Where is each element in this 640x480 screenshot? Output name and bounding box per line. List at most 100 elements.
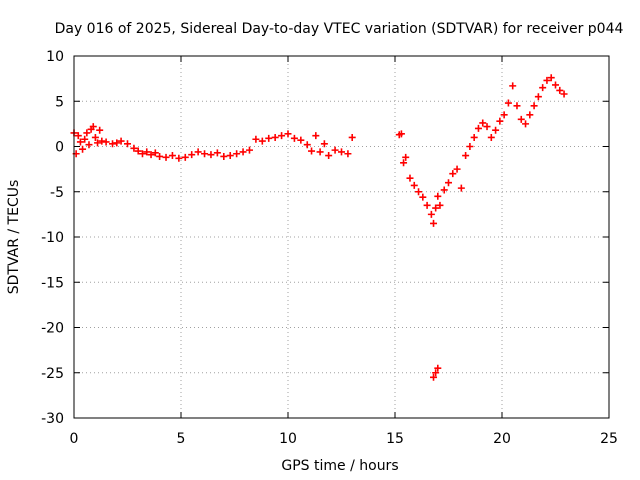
data-point (427, 210, 435, 218)
data-point (402, 153, 410, 161)
x-axis-label: GPS time / hours (281, 458, 398, 474)
data-point (331, 146, 339, 154)
x-tick-label: 0 (70, 431, 79, 447)
data-point (436, 201, 444, 209)
data-point (233, 150, 241, 158)
data-point (430, 219, 438, 227)
data-point (445, 179, 452, 187)
data-point (96, 126, 104, 134)
data-point (168, 152, 176, 160)
data-point (462, 152, 470, 160)
data-point (517, 115, 525, 123)
data-point (419, 193, 427, 201)
data-point (348, 133, 356, 141)
data-point (552, 81, 559, 89)
data-point (509, 82, 517, 90)
data-point (181, 153, 189, 161)
chart-title: Day 016 of 2025, Sidereal Day-to-day VTE… (55, 21, 624, 37)
data-point (432, 369, 440, 377)
tick-labels: 0 5 10 15 20 25 10 5 0 -5 -10 -15 -20 -25 -30 (41, 49, 618, 447)
data-point (83, 129, 91, 137)
plot-frame (73, 55, 610, 419)
data-point (258, 137, 266, 145)
y-tick-label: -10 (41, 230, 64, 246)
data-point (397, 130, 405, 138)
data-point (220, 152, 228, 160)
y-tick-label: -25 (41, 366, 64, 382)
data-point (76, 138, 84, 146)
data-point (134, 147, 142, 155)
y-axis-label: SDTVAR / TECUs (6, 180, 22, 295)
data-point (325, 152, 333, 160)
data-point (432, 204, 440, 212)
data-point (500, 111, 508, 119)
data-point (175, 154, 183, 162)
data-point (245, 146, 253, 154)
data-point (466, 143, 474, 150)
data-point (496, 117, 504, 125)
data-point (539, 84, 547, 92)
data-point (513, 102, 521, 110)
data-point (547, 74, 555, 82)
data-point (297, 136, 305, 144)
data-point (504, 99, 512, 107)
data-point (308, 147, 316, 155)
data-point (284, 130, 292, 138)
data-point (415, 188, 423, 196)
y-tick-label: -15 (41, 275, 64, 291)
data-point (147, 151, 155, 159)
data-point (474, 124, 482, 132)
x-tick-label: 5 (177, 431, 186, 447)
data-point (81, 135, 89, 143)
data-point (338, 148, 345, 156)
data-point (483, 123, 491, 131)
data-point (162, 153, 170, 161)
y-tick-label: 5 (55, 94, 64, 110)
data-point (113, 139, 121, 147)
data-point (91, 133, 99, 141)
data-point (440, 186, 448, 194)
data-point (226, 152, 234, 160)
data-point (94, 139, 102, 147)
x-tick-label: 20 (493, 431, 511, 447)
data-point (453, 165, 461, 173)
data-point (492, 126, 500, 134)
data-point (556, 86, 564, 94)
data-point (117, 137, 125, 145)
data-point (543, 76, 551, 84)
x-tick-label: 15 (386, 431, 404, 447)
data-point (271, 133, 279, 141)
data-point (434, 364, 442, 372)
data-point (316, 148, 324, 156)
data-point (400, 159, 408, 167)
y-tick-label: -30 (41, 411, 64, 427)
data-point (85, 141, 93, 149)
data-point (522, 120, 530, 128)
data-point (487, 133, 495, 141)
data-point (344, 150, 352, 158)
data-point (406, 174, 414, 182)
data-point (470, 133, 478, 141)
data-point (143, 148, 151, 156)
grid (74, 56, 609, 418)
data-point (124, 140, 131, 148)
data-point (207, 151, 215, 159)
data-point (278, 132, 286, 140)
data-point (423, 201, 431, 209)
data-point (138, 150, 146, 158)
data-point (79, 145, 87, 153)
data-point (265, 134, 273, 142)
data-point (194, 148, 202, 156)
data-point (98, 137, 106, 145)
data-point (109, 140, 117, 148)
data-point (434, 192, 442, 200)
data-point (239, 148, 247, 156)
data-point (457, 184, 465, 192)
x-tick-label: 10 (279, 431, 297, 447)
data-point (130, 144, 138, 152)
data-point (526, 111, 534, 119)
data-point (430, 373, 438, 381)
data-point (102, 138, 110, 146)
data-point (213, 149, 221, 157)
